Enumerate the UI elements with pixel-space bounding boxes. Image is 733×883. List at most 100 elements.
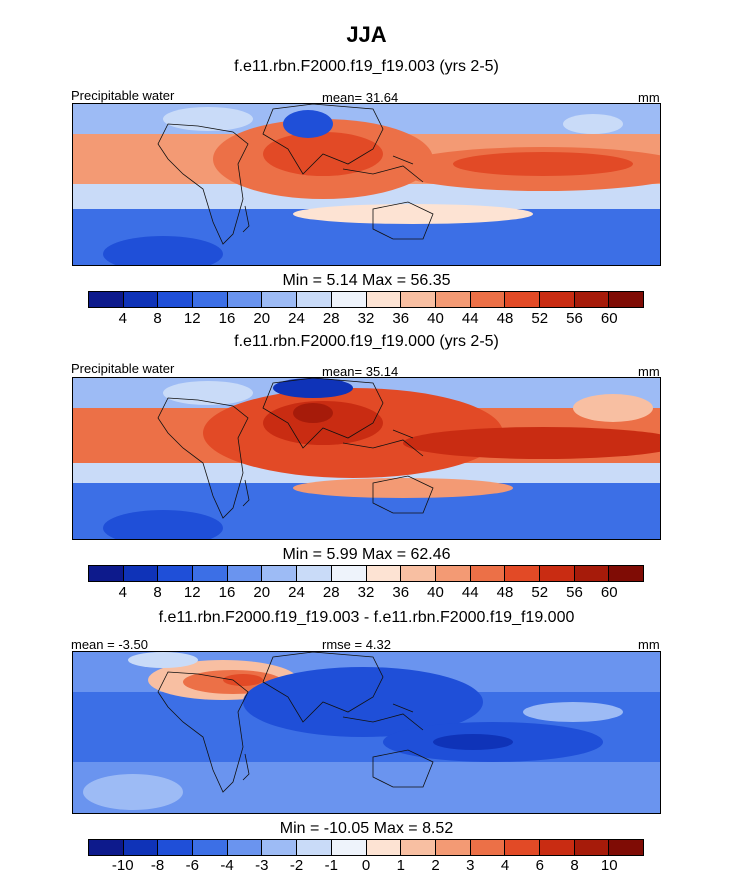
panel-2-mean-label: mean= 35.14 <box>322 364 399 379</box>
colorbar-tick-label: 60 <box>600 584 618 601</box>
colorbar-tick-label: 40 <box>427 310 444 327</box>
panel-1-title: f.e11.rbn.F2000.f19_f19.003 (yrs 2-5) <box>234 58 499 75</box>
colorbar-swatch <box>331 292 367 307</box>
panel-1-minmax: Min = 5.14 Max = 56.35 <box>282 272 451 289</box>
colorbar-tick-label: 24 <box>288 584 305 601</box>
colorbar-tick-label: 60 <box>600 310 618 327</box>
colorbar-swatch <box>262 840 298 855</box>
colorbar-swatch <box>123 840 159 855</box>
colorbar-tick-label: 12 <box>183 584 201 601</box>
colorbar-swatch <box>331 840 367 855</box>
panel-1-map <box>72 103 661 266</box>
colorbar-swatch <box>574 566 610 581</box>
colorbar-tick-label: 20 <box>253 584 271 601</box>
colorbar-tick-label: 16 <box>218 310 236 327</box>
figure-title: JJA <box>346 22 387 47</box>
colorbar-swatch <box>435 840 471 855</box>
colorbar-tick-label: 52 <box>531 584 549 601</box>
colorbar-swatch <box>89 292 124 307</box>
colorbar-tick-label: 28 <box>322 584 340 601</box>
colorbar-swatch <box>227 566 263 581</box>
colorbar-tick-label: 28 <box>322 310 340 327</box>
colorbar-swatch <box>470 292 506 307</box>
colorbar-swatch <box>401 292 436 307</box>
colorbar-swatch <box>297 566 332 581</box>
colorbar-tick-label: 40 <box>427 584 444 601</box>
colorbar-swatch <box>331 566 367 581</box>
colorbar-tick-label: 36 <box>392 584 410 601</box>
colorbar-tick-label: 8 <box>153 310 162 327</box>
colorbar-swatch <box>227 840 263 855</box>
panel-3-title: f.e11.rbn.F2000.f19_f19.003 - f.e11.rbn.… <box>158 609 575 626</box>
colorbar-swatch <box>89 840 124 855</box>
colorbar-swatch <box>539 292 575 307</box>
panel-1-units-label: mm <box>638 90 660 105</box>
colorbar-tick-label: -4 <box>220 857 234 874</box>
colorbar-swatch <box>435 566 471 581</box>
panel-1-mean-label: mean= 31.64 <box>322 90 399 105</box>
panel-3-contour-field <box>73 652 660 813</box>
colorbar-swatch <box>193 840 228 855</box>
colorbar-tick-label: -2 <box>289 857 304 874</box>
panel-2-map <box>72 377 661 540</box>
colorbar-tick-label: 56 <box>566 310 583 327</box>
panel-2-minmax: Min = 5.99 Max = 62.46 <box>282 546 451 563</box>
colorbar-swatch <box>539 840 575 855</box>
colorbar-swatch <box>470 840 506 855</box>
colorbar-swatch <box>609 292 643 307</box>
colorbar-swatch <box>435 292 471 307</box>
colorbar-tick-label: 32 <box>357 310 375 327</box>
colorbar-swatch <box>574 292 610 307</box>
colorbar-swatch <box>158 566 194 581</box>
colorbar-tick-label: -10 <box>111 857 134 874</box>
colorbar-swatch <box>158 292 194 307</box>
panel-3-colorbar <box>88 839 644 856</box>
colorbar-tick-label: 16 <box>218 584 236 601</box>
colorbar-swatch <box>123 566 159 581</box>
colorbar-tick-label: 0 <box>361 857 371 874</box>
panel-3-minmax: Min = -10.05 Max = 8.52 <box>279 820 454 837</box>
colorbar-tick-label: -1 <box>324 857 338 874</box>
colorbar-swatch <box>366 566 402 581</box>
panel-1-colorbar-labels: 4 8 12 16 20 24 28 32 36 40 44 48 52 56 60 <box>88 310 644 330</box>
colorbar-swatch <box>401 566 436 581</box>
colorbar-swatch <box>366 292 402 307</box>
colorbar-tick-label: 12 <box>183 310 201 327</box>
colorbar-tick-label: 8 <box>570 857 579 874</box>
panel-2-contour-field <box>73 378 660 539</box>
colorbar-tick-label: 48 <box>496 310 514 327</box>
colorbar-swatch <box>574 840 610 855</box>
colorbar-tick-label: 36 <box>392 310 410 327</box>
panel-1-contour-field <box>73 104 660 265</box>
colorbar-tick-label: 48 <box>496 584 514 601</box>
colorbar-swatch <box>89 566 124 581</box>
panel-2-units-label: mm <box>638 364 660 379</box>
colorbar-tick-label: 52 <box>531 310 549 327</box>
colorbar-swatch <box>505 292 540 307</box>
colorbar-swatch <box>193 292 228 307</box>
panel-2-colorbar-labels: 4 8 12 16 20 24 28 32 36 40 44 48 52 56 60 <box>88 584 644 604</box>
colorbar-tick-label: 20 <box>253 310 271 327</box>
panel-1-colorbar <box>88 291 644 308</box>
colorbar-swatch <box>609 840 643 855</box>
colorbar-tick-label: 3 <box>466 857 475 874</box>
colorbar-swatch <box>262 292 298 307</box>
colorbar-tick-label: -6 <box>185 857 199 874</box>
colorbar-tick-label: 4 <box>118 310 127 327</box>
colorbar-swatch <box>297 840 332 855</box>
colorbar-tick-label: -3 <box>255 857 269 874</box>
panel-2-left-label: Precipitable water <box>71 361 175 376</box>
colorbar-swatch <box>401 840 436 855</box>
colorbar-tick-label: 1 <box>396 857 405 874</box>
colorbar-tick-label: -8 <box>150 857 165 874</box>
colorbar-swatch <box>123 292 159 307</box>
panel-3-units-label: mm <box>638 637 660 652</box>
colorbar-tick-label: 44 <box>461 310 479 327</box>
colorbar-swatch <box>366 840 402 855</box>
colorbar-swatch <box>609 566 643 581</box>
panel-2-colorbar <box>88 565 644 582</box>
colorbar-swatch <box>158 840 194 855</box>
colorbar-swatch <box>297 292 332 307</box>
colorbar-tick-label: 4 <box>500 857 510 874</box>
colorbar-tick-label: 4 <box>118 584 127 601</box>
